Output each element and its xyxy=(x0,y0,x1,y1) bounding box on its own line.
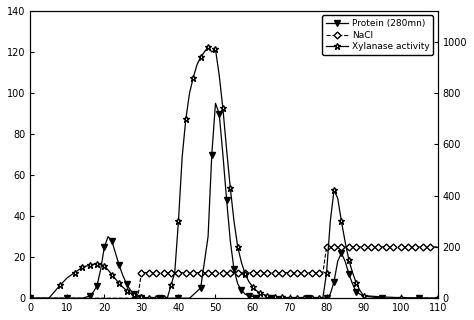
Xylanase activity xyxy=(109,273,115,276)
Xylanase activity xyxy=(220,107,226,110)
NaCl xyxy=(213,271,219,275)
Xylanase activity xyxy=(320,296,326,300)
NaCl xyxy=(324,245,329,249)
Xylanase activity xyxy=(128,291,133,295)
NaCl xyxy=(435,245,440,249)
Protein (280mn) xyxy=(213,101,219,105)
Legend: Protein (280mn), NaCl, Xylanase activity: Protein (280mn), NaCl, Xylanase activity xyxy=(322,15,433,55)
Protein (280mn) xyxy=(342,259,348,263)
NaCl xyxy=(201,271,207,275)
Protein (280mn) xyxy=(27,296,33,300)
Xylanase activity xyxy=(191,76,196,80)
Xylanase activity xyxy=(150,296,155,300)
Xylanase activity xyxy=(27,296,33,300)
NaCl xyxy=(27,296,33,300)
Protein (280mn) xyxy=(124,282,129,286)
Line: Xylanase activity: Xylanase activity xyxy=(27,44,441,302)
Protein (280mn) xyxy=(435,296,440,300)
Xylanase activity xyxy=(435,296,440,300)
Protein (280mn) xyxy=(398,296,403,300)
NaCl xyxy=(216,271,222,275)
NaCl xyxy=(272,271,278,275)
Protein (280mn) xyxy=(316,296,322,300)
Xylanase activity xyxy=(205,45,211,49)
Protein (280mn) xyxy=(257,296,263,300)
Line: Protein (280mn): Protein (280mn) xyxy=(27,100,440,301)
Protein (280mn) xyxy=(120,274,126,277)
NaCl xyxy=(368,245,374,249)
NaCl xyxy=(375,245,381,249)
Line: NaCl: NaCl xyxy=(28,244,440,300)
